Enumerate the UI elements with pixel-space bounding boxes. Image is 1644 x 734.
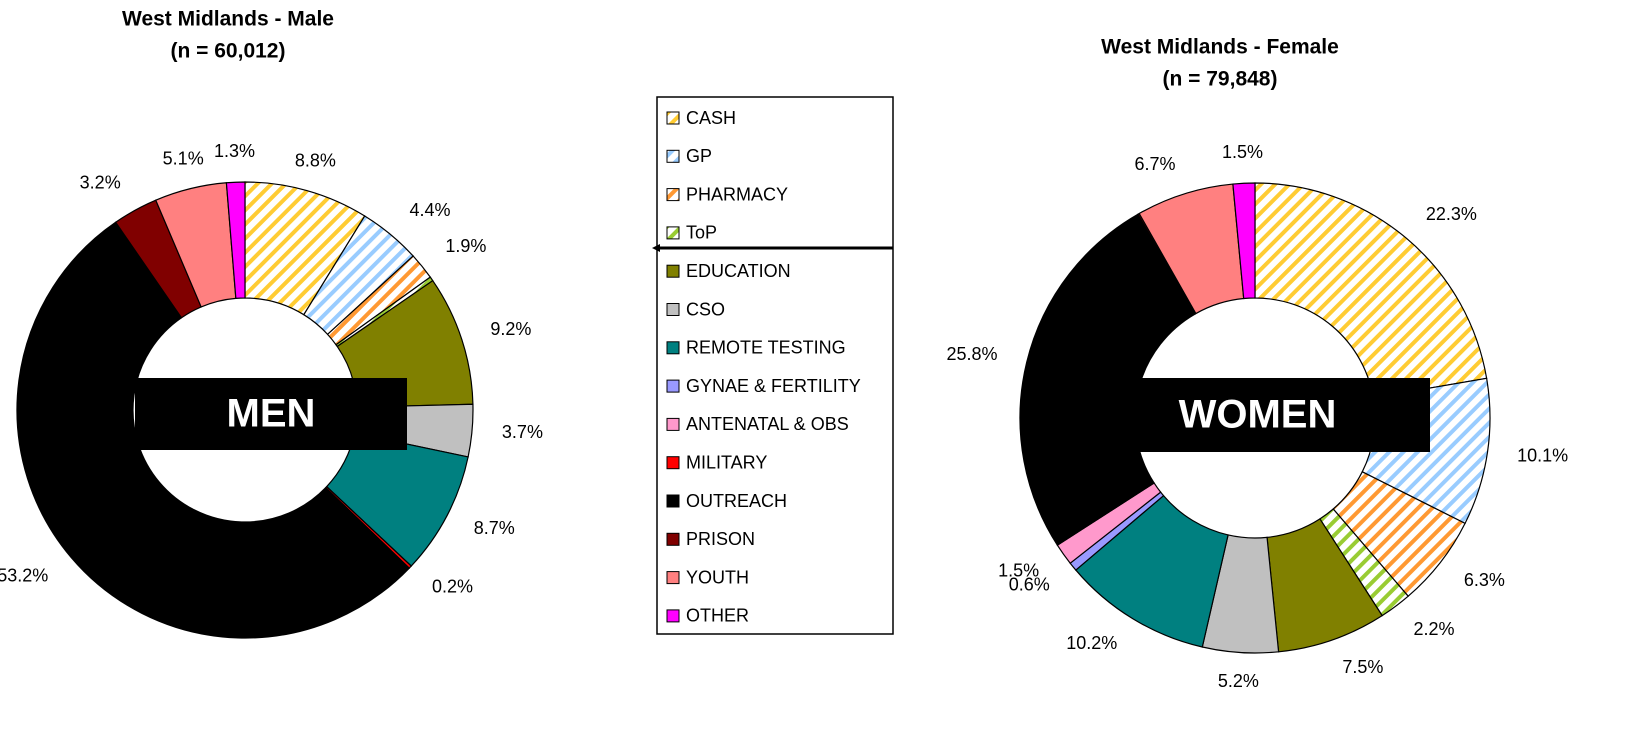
legend-label: ANTENATAL & OBS <box>686 414 849 434</box>
value-label: 25.8% <box>946 344 997 364</box>
value-label: 8.8% <box>295 151 336 171</box>
value-label: 0.6% <box>1009 574 1050 594</box>
legend-swatch <box>666 264 680 278</box>
legend-swatch <box>666 571 680 585</box>
annotation-banner <box>135 378 407 450</box>
legend-swatch <box>666 609 680 623</box>
value-label: 3.7% <box>502 422 543 442</box>
value-label: 1.5% <box>998 560 1039 580</box>
donut-slice <box>1254 182 1488 399</box>
value-label: 10.2% <box>1066 633 1117 653</box>
legend-swatch <box>666 341 680 355</box>
legend-box <box>656 96 894 635</box>
legend-swatch <box>666 417 680 431</box>
value-label: 4.4% <box>409 200 450 220</box>
legend-label: GP <box>686 146 712 166</box>
value-label: 2.2% <box>1413 619 1454 639</box>
legend-label: EDUCATION <box>686 261 791 281</box>
annotation: MEN <box>227 392 316 436</box>
legend-separator-tip <box>652 244 660 252</box>
value-label: 22.3% <box>1426 204 1477 224</box>
donut-slice <box>225 181 246 300</box>
legend-swatch <box>666 532 680 546</box>
legend-label: PHARMACY <box>686 184 788 204</box>
value-label: 5.1% <box>163 148 204 168</box>
chart-title: West Midlands - Female <box>1101 36 1339 59</box>
legend-label: MILITARY <box>686 452 767 472</box>
legend-label: OUTREACH <box>686 491 787 511</box>
legend-label: ToP <box>686 223 717 243</box>
legend-label: CASH <box>686 108 736 128</box>
annotation-banner <box>1085 378 1430 452</box>
value-label: 6.3% <box>1464 570 1505 590</box>
value-label: 3.2% <box>80 173 121 193</box>
legend-label: CSO <box>686 299 725 319</box>
donut-slice <box>16 221 411 639</box>
value-label: 1.5% <box>1222 142 1263 162</box>
value-label: 7.5% <box>1342 657 1383 677</box>
legend-swatch <box>666 149 680 163</box>
value-label: 8.7% <box>474 518 515 538</box>
legend-swatch <box>666 111 680 125</box>
legend-label: YOUTH <box>686 567 749 587</box>
value-label: 6.7% <box>1134 154 1175 174</box>
value-label: 1.3% <box>214 141 255 161</box>
legend-label: OTHER <box>686 606 749 626</box>
value-label: 53.2% <box>0 566 48 586</box>
legend-swatch <box>666 456 680 470</box>
legend-label: REMOTE TESTING <box>686 338 846 358</box>
legend-swatch <box>666 379 680 393</box>
annotation: WOMEN <box>1179 393 1337 437</box>
value-label: 10.1% <box>1517 446 1568 466</box>
legend-swatch <box>666 226 680 240</box>
legend-label: GYNAE & FERTILITY <box>686 376 861 396</box>
legend-swatch <box>666 303 680 316</box>
legend-label: PRISON <box>686 529 755 549</box>
legend-swatch <box>666 494 680 508</box>
value-label: 1.9% <box>445 236 486 256</box>
legend-swatch <box>666 188 680 202</box>
chart-subtitle: (n = 79,848) <box>1163 68 1278 91</box>
chart-subtitle: (n = 60,012) <box>171 40 286 63</box>
value-label: 9.2% <box>490 319 531 339</box>
value-label: 0.2% <box>432 577 473 597</box>
chart-title: West Midlands - Male <box>122 8 334 31</box>
value-label: 5.2% <box>1218 671 1259 691</box>
donut-slice <box>1232 182 1256 300</box>
